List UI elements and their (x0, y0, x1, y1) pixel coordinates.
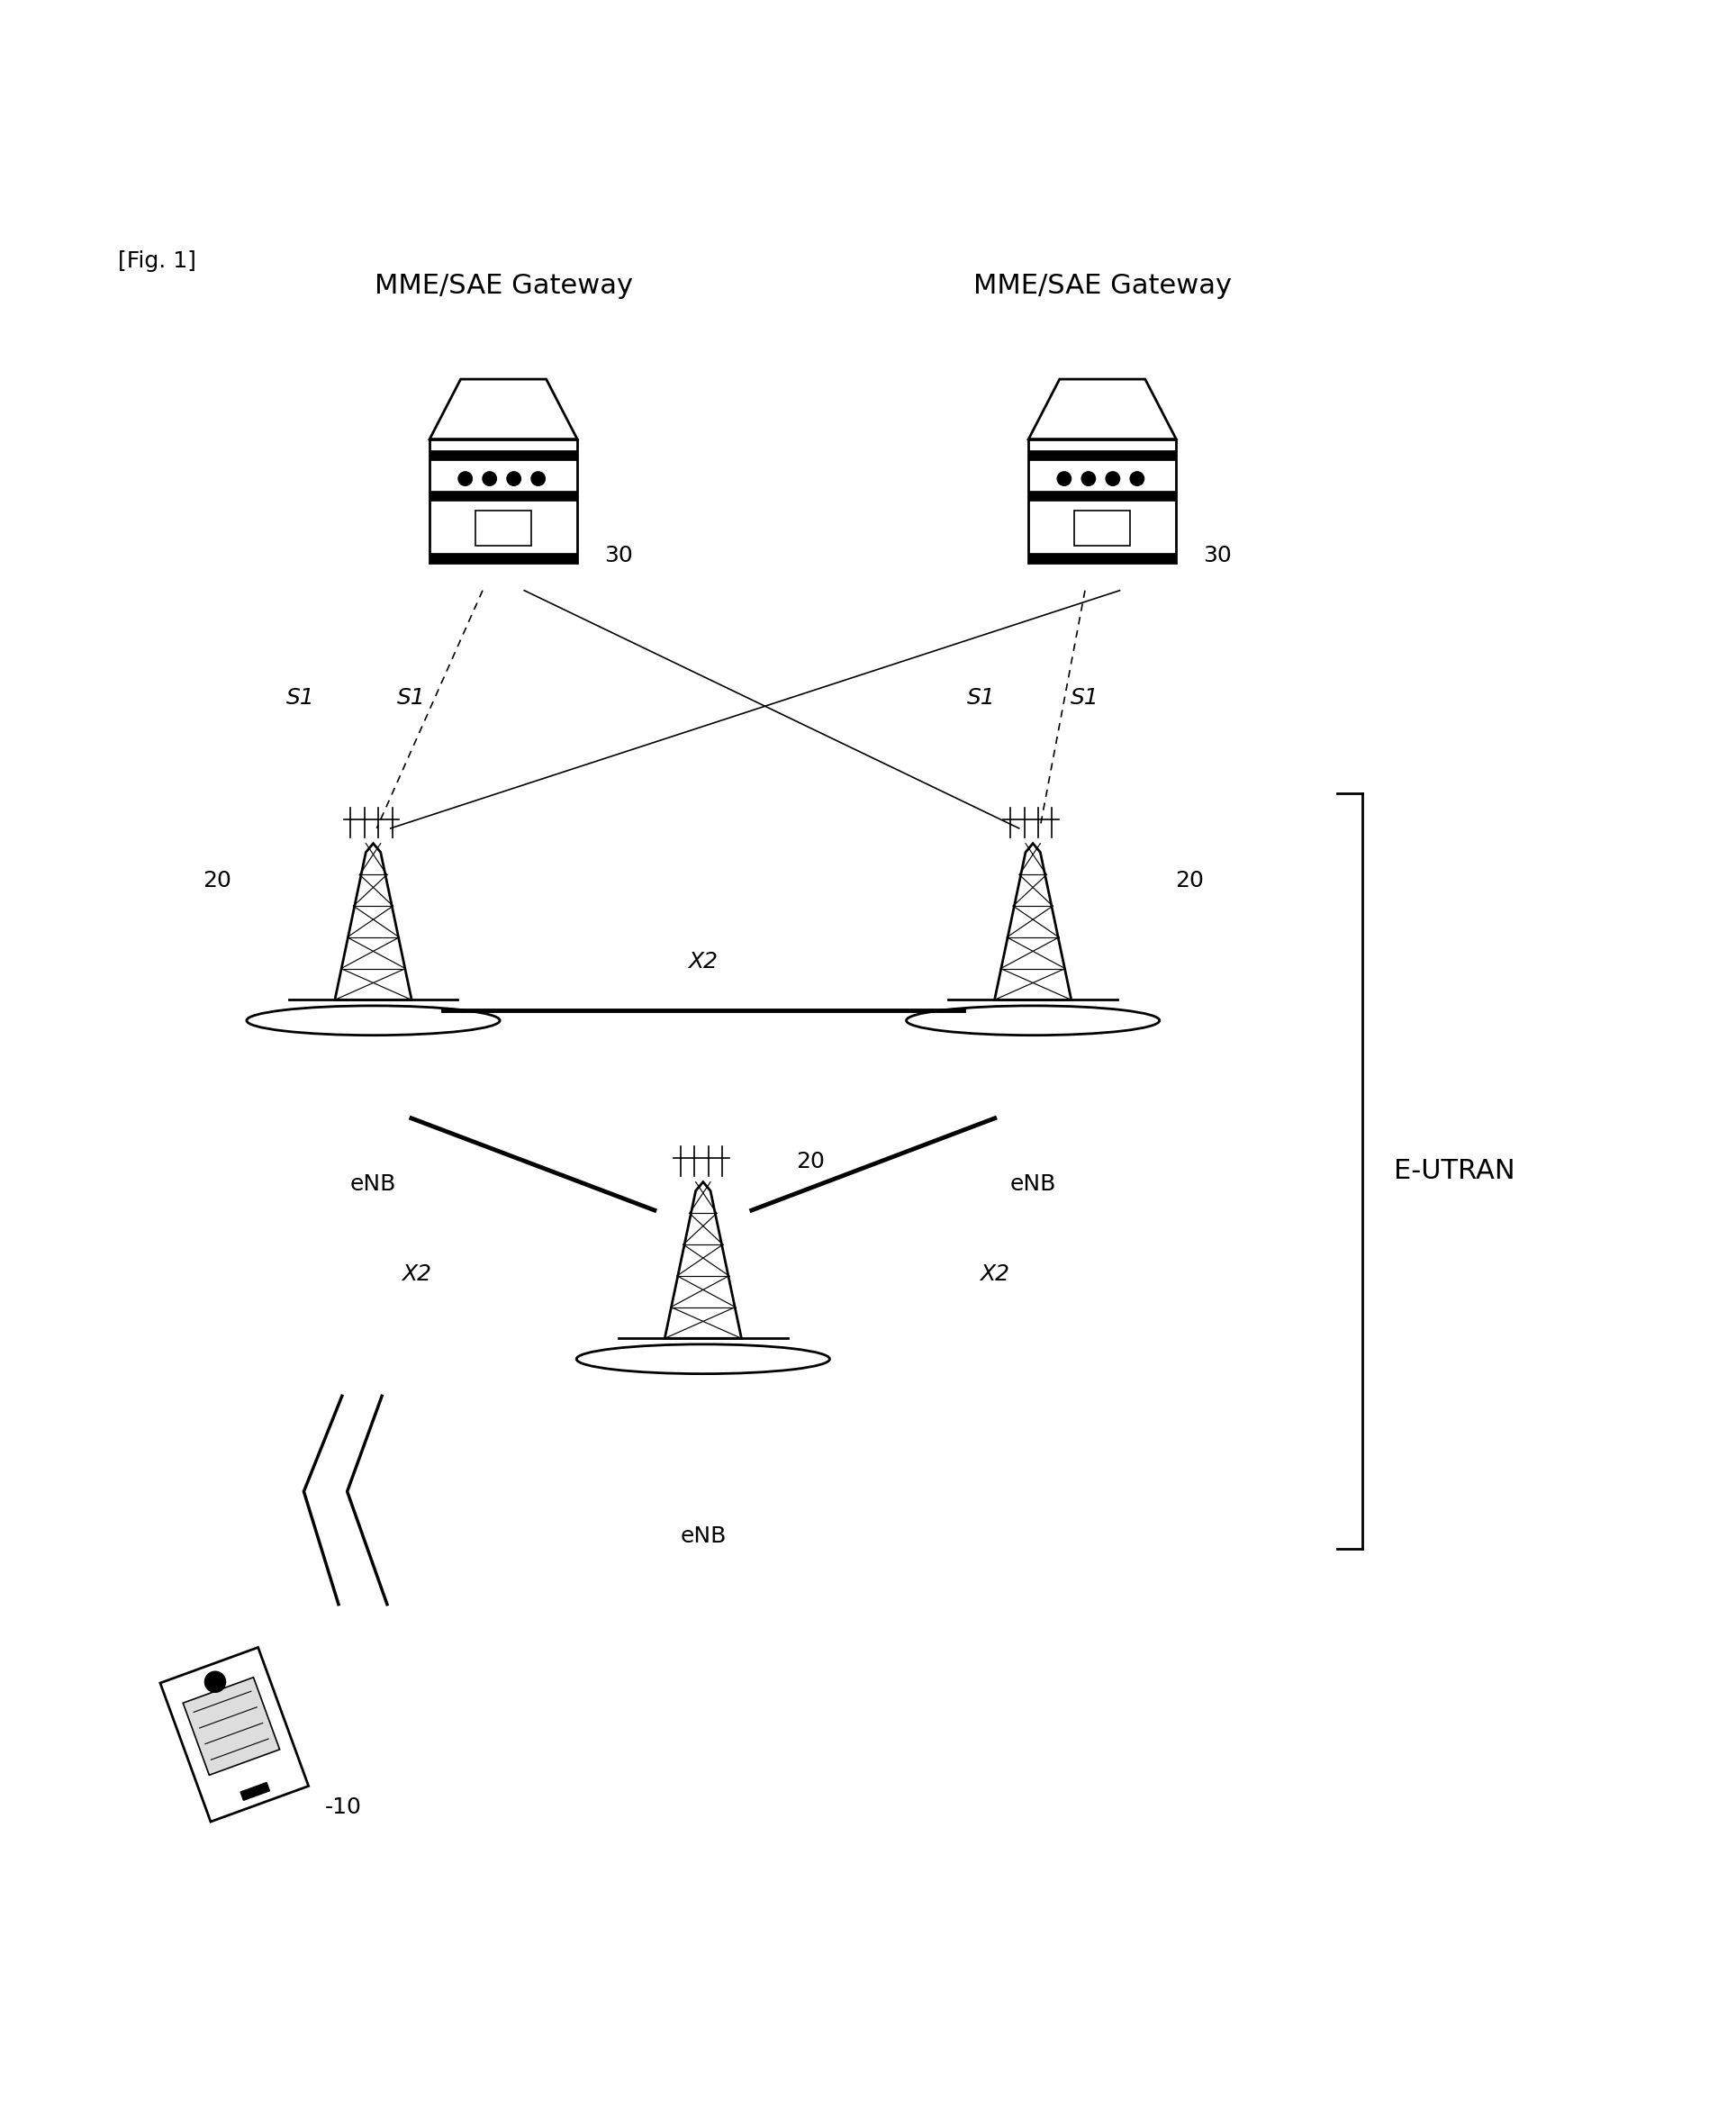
Text: X2: X2 (687, 951, 719, 972)
Bar (429, 438, 576, 563)
Bar (1075, 510, 1130, 546)
Circle shape (507, 472, 521, 485)
Text: E-UTRAN: E-UTRAN (1394, 1157, 1516, 1185)
Text: eNB: eNB (681, 1526, 726, 1547)
Polygon shape (1028, 379, 1177, 438)
Circle shape (1130, 472, 1144, 485)
Circle shape (205, 1672, 226, 1693)
Polygon shape (160, 1648, 309, 1821)
Text: MME/SAE Gateway: MME/SAE Gateway (974, 272, 1231, 299)
Text: eNB: eNB (1010, 1174, 1055, 1195)
Text: eNB: eNB (351, 1174, 396, 1195)
Text: 20: 20 (203, 871, 231, 892)
Text: S1: S1 (286, 687, 314, 708)
Text: X2: X2 (979, 1263, 1010, 1286)
Text: X2: X2 (401, 1263, 432, 1286)
Circle shape (531, 472, 545, 485)
Polygon shape (182, 1678, 279, 1775)
Text: 30: 30 (604, 546, 632, 567)
Text: 20: 20 (1175, 871, 1203, 892)
Text: [Fig. 1]: [Fig. 1] (118, 251, 196, 272)
Circle shape (1106, 472, 1120, 485)
Bar (1028, 451, 1177, 460)
Circle shape (458, 472, 472, 485)
Text: S1: S1 (398, 687, 425, 708)
Bar (1028, 552, 1177, 563)
Bar (429, 451, 576, 460)
Text: 20: 20 (797, 1151, 825, 1172)
Bar (1028, 438, 1177, 563)
Circle shape (483, 472, 496, 485)
Bar (1028, 491, 1177, 502)
Bar (476, 510, 531, 546)
Text: -10: -10 (325, 1796, 361, 1819)
Bar (429, 491, 576, 502)
Text: 30: 30 (1203, 546, 1231, 567)
Text: S1: S1 (1071, 687, 1099, 708)
Bar (429, 552, 576, 563)
Text: S1: S1 (967, 687, 995, 708)
Circle shape (1082, 472, 1095, 485)
Polygon shape (429, 379, 576, 438)
Polygon shape (241, 1783, 269, 1800)
Circle shape (1057, 472, 1071, 485)
Text: MME/SAE Gateway: MME/SAE Gateway (375, 272, 632, 299)
